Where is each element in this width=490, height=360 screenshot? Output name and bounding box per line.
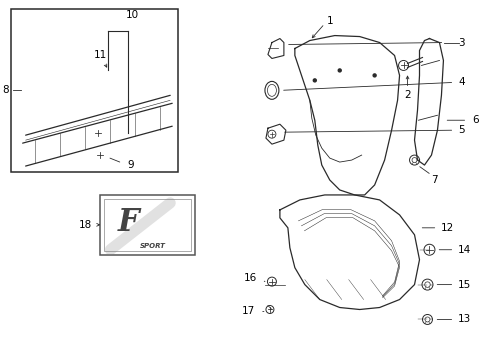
Text: 12: 12 [441,223,454,233]
Bar [11,9,178,172]
Text: 16: 16 [244,273,257,283]
Circle shape [338,69,341,72]
Text: SPORT: SPORT [140,243,166,249]
Text: 1: 1 [326,15,333,26]
Text: 18: 18 [79,220,92,230]
Text: 8: 8 [2,85,9,95]
Text: 5: 5 [458,125,465,135]
Text: F: F [118,207,139,238]
Bar [104,199,191,251]
Ellipse shape [265,81,279,99]
Text: 13: 13 [458,314,471,324]
Ellipse shape [268,84,276,96]
Text: 9: 9 [127,160,134,170]
Circle shape [373,74,376,77]
Text: 17: 17 [242,306,255,316]
Text: 6: 6 [472,115,479,125]
Text: 15: 15 [458,280,471,289]
Text: 7: 7 [431,175,438,185]
Text: 4: 4 [458,77,465,87]
Text: 10: 10 [126,10,139,20]
Text: 3: 3 [458,37,465,48]
Circle shape [313,79,317,82]
Text: 14: 14 [458,245,471,255]
Bar [100,195,195,255]
Text: 2: 2 [404,90,411,100]
Text: 11: 11 [94,50,107,60]
